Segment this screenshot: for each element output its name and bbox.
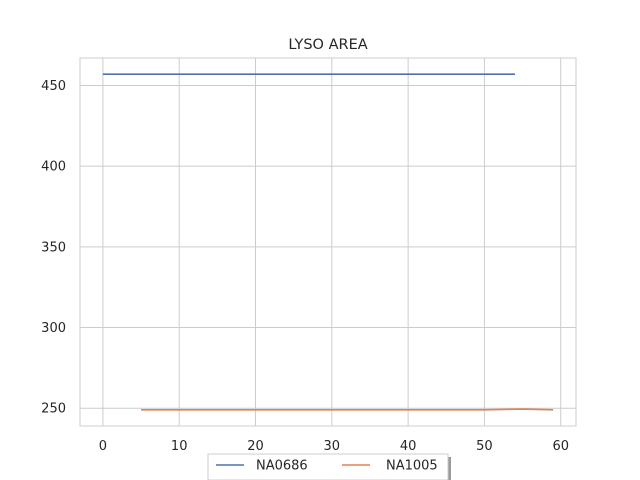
x-tick-label: 40: [400, 439, 417, 454]
legend-box: [207, 453, 449, 480]
legend-label-na0686: NA0686: [256, 459, 308, 474]
x-tick-label: 0: [99, 439, 107, 454]
y-tick-label: 400: [41, 160, 66, 175]
x-tick-label: 30: [324, 439, 341, 454]
x-tick-label: 60: [552, 439, 569, 454]
y-tick-label: 350: [41, 240, 66, 255]
series-line-na1005: [141, 408, 554, 411]
series-lines: [102, 73, 554, 411]
x-tick-label: 10: [171, 439, 188, 454]
y-tick-label: 300: [41, 321, 66, 336]
x-tick-labels: 0 10 20 30 40 50 60: [99, 439, 569, 454]
y-tick-label: 450: [41, 79, 66, 94]
x-tick-label: 20: [247, 439, 264, 454]
legend-label-na1005: NA1005: [386, 459, 438, 474]
plot-frame: [79, 57, 577, 427]
x-tick-label: 50: [476, 439, 493, 454]
chart-title: LYSO AREA: [288, 37, 367, 53]
y-tick-label: 250: [41, 402, 66, 417]
grid-lines: [80, 58, 576, 426]
y-tick-labels: 250 300 350 400 450: [41, 79, 66, 417]
legend: NA0686 NA1005: [207, 453, 451, 480]
